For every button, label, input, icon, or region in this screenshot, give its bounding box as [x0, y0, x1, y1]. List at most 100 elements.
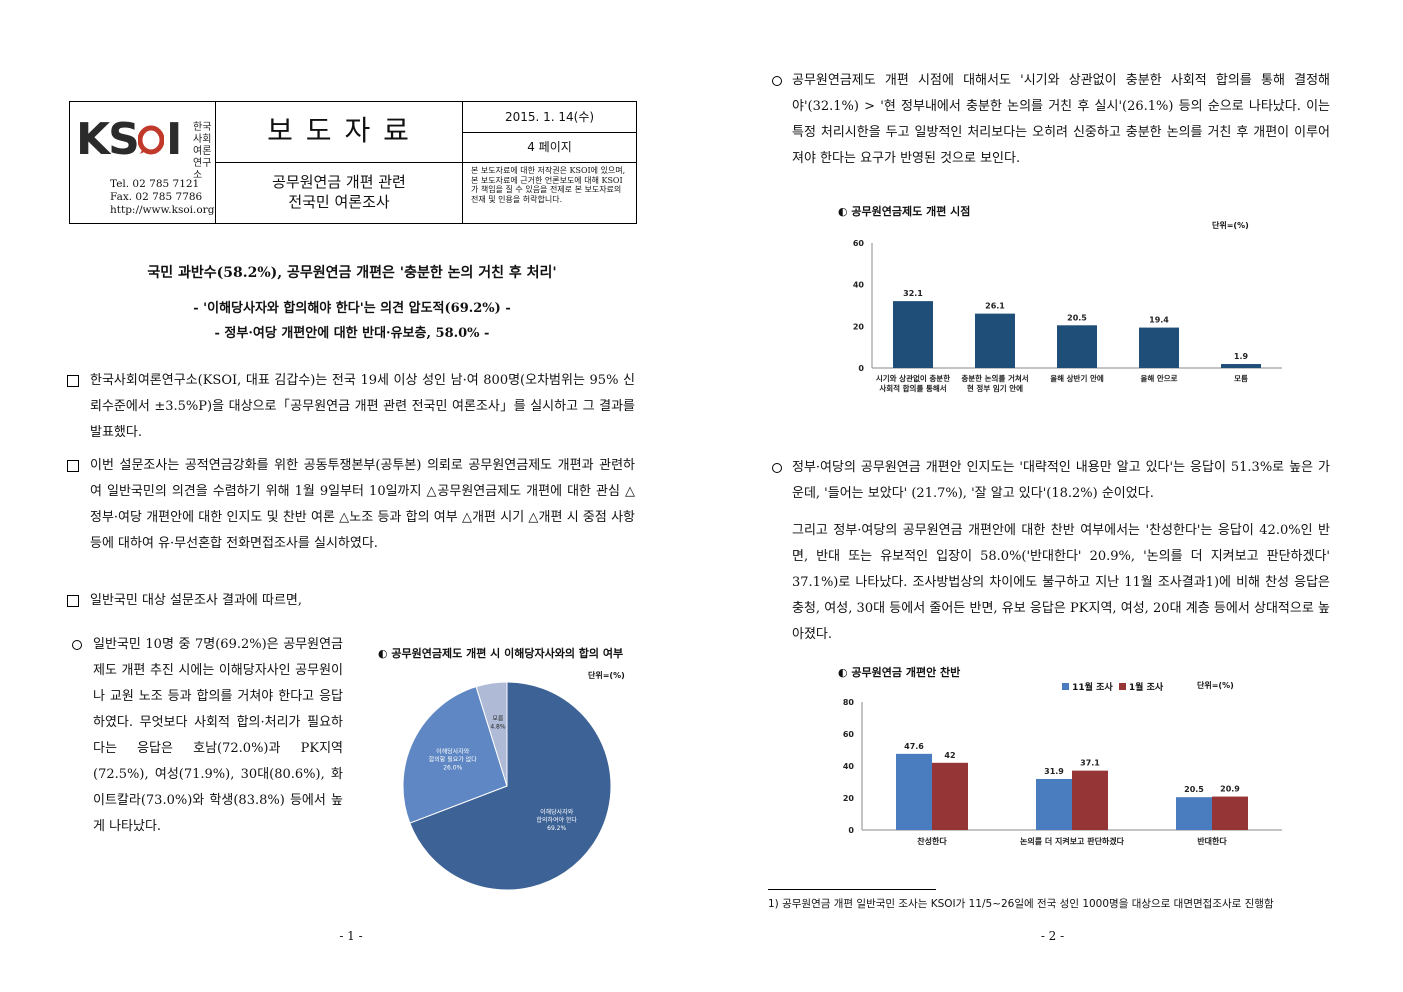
speech-bubble-icon: [137, 125, 165, 155]
bar-value-label: 20.9: [1220, 785, 1240, 794]
y-tick-label: 0: [858, 364, 864, 373]
x-tick-label: 충분한 논의를 거쳐서: [961, 373, 1028, 383]
press-subtitle-1: 공무원연금 개편 관련: [272, 173, 406, 191]
headline-sub-1: - '이해당사자와 합의해야 한다'는 의견 압도적(69.2%) -: [193, 301, 511, 316]
y-tick-label: 20: [843, 794, 855, 803]
bar-value-label: 1.9: [1234, 352, 1249, 361]
chart-legend: 11월 조사 1월 조사: [1062, 680, 1163, 693]
press-header-box: KS I 한국사회 여론 연구소 Tel. 02 785 7121 Fax. 0…: [69, 101, 637, 224]
chart-unit: 단위=(%): [1197, 681, 1234, 690]
y-tick-label: 60: [843, 730, 855, 739]
pie-label: 이해당사자와: [540, 808, 574, 816]
headline-sub-2: - 정부·여당 개편안에 대한 반대·유보층, 58.0% -: [214, 326, 490, 341]
x-tick-label: 논의를 더 지켜보고 판단하겠다: [1020, 836, 1125, 846]
x-tick-label: 올해 상반기 안에: [1050, 373, 1104, 383]
pie-label: 이해당사자와: [436, 748, 470, 756]
legend-label-nov: 11월 조사: [1072, 683, 1113, 693]
bar-value-label: 37.1: [1080, 759, 1100, 768]
square-bullet: [67, 375, 79, 387]
website: http://www.ksoi.org: [110, 204, 215, 216]
logo-cell: KS I 한국사회 여론 연구소 Tel. 02 785 7121 Fax. 0…: [70, 102, 216, 223]
pie-slice: [409, 681, 612, 890]
footnote-divider: [768, 889, 936, 890]
y-tick-label: 20: [853, 322, 865, 331]
date-cell: 2015. 1. 14(수): [463, 102, 636, 133]
bar: [1057, 325, 1097, 368]
copyright-notice: 본 보도자료에 대한 저작권은 KSOI에 있으며, 본 보도자료에 근거한 언…: [471, 166, 626, 204]
bar-value-label: 31.9: [1044, 767, 1064, 776]
pie-label: 합의할 필요가 없다: [429, 756, 477, 764]
tel: Tel. 02 785 7121: [110, 178, 200, 190]
y-tick-label: 40: [853, 281, 865, 290]
paragraph-stakeholder-agreement: 일반국민 10명 중 7명(69.2%)은 공무원연금제도 개편 추진 시에는 …: [93, 637, 343, 834]
page-2: 공무원연금제도 개편 시점에 대해서도 '시기와 상관없이 충분한 사회적 합의…: [702, 0, 1403, 992]
x-tick-label: 시기와 상관없이 충분한: [876, 373, 950, 383]
y-tick-label: 40: [843, 762, 855, 771]
bar: [1212, 796, 1248, 830]
bar: [1176, 797, 1212, 830]
logo-letter-o: [137, 114, 165, 169]
bar-plot: 0 20 40 60 80 47.6 42 찬성한다 31.9 37.1 논의를 더 지켜보고 판단…: [843, 698, 1282, 846]
bar: [1139, 327, 1179, 368]
copyright-notice-cell: 본 보도자료에 대한 저작권은 KSOI에 있으며, 본 보도자료에 근거한 언…: [463, 163, 636, 223]
contact-info: Tel. 02 785 7121 Fax. 02 785 7786 http:/…: [110, 178, 214, 217]
pie-value-label: 26.0%: [443, 765, 462, 772]
y-tick-label: 0: [848, 826, 854, 835]
bar: [1036, 778, 1072, 830]
press-subtitle-2: 전국민 여론조사: [288, 193, 390, 211]
pie-slice: [402, 686, 508, 824]
chart-unit: 단위=(%): [588, 671, 625, 680]
bar-value-label: 32.1: [903, 289, 923, 298]
bar: [893, 301, 933, 368]
pie-slice: [475, 681, 508, 787]
paragraph-results-intro: 일반국민 대상 설문조사 결과에 따르면,: [90, 593, 303, 608]
bar-value-label: 20.5: [1184, 785, 1204, 794]
page-1: KS I 한국사회 여론 연구소 Tel. 02 785 7121 Fax. 0…: [67, 101, 642, 943]
bar-value-label: 19.4: [1149, 316, 1169, 325]
page-number: - 2 -: [1040, 929, 1065, 943]
paragraph-awareness: 정부·여당의 공무원연금 개편안 인지도는 '대략적인 내용만 알고 있다'는 …: [792, 460, 1330, 501]
chart-title: ◐ 공무원연금제도 개편 시점: [838, 205, 971, 218]
paragraph-survey-method: 이번 설문조사는 공적연금강화를 위한 공동투쟁본부(공투본) 의뢰로 공무원연…: [90, 458, 635, 551]
circle-bullet: [72, 640, 82, 650]
press-subtitle-cell: 공무원연금 개편 관련 전국민 여론조사: [216, 163, 463, 223]
pie-value-label: 69.2%: [547, 825, 566, 832]
square-bullet: [67, 460, 79, 472]
bar-value-label: 20.5: [1067, 313, 1087, 322]
circle-bullet: [772, 76, 782, 86]
bar: [932, 762, 968, 830]
paragraph-reform-timing: 공무원연금제도 개편 시점에 대해서도 '시기와 상관없이 충분한 사회적 합의…: [792, 73, 1330, 166]
bar: [1072, 770, 1108, 830]
pie-label: 모름: [492, 715, 504, 722]
bar: [1221, 364, 1261, 368]
x-tick-label: 모름: [1234, 373, 1248, 383]
headline-main: 국민 과반수(58.2%), 공무원연금 개편은 '충분한 논의 거친 후 처리…: [147, 265, 557, 281]
page-count: 4 페이지: [527, 140, 572, 154]
legend-label-jan: 1월 조사: [1128, 683, 1164, 693]
x-tick-label: 올해 안으로: [1140, 373, 1177, 383]
x-tick-label: 사회적 합의를 통해서: [879, 383, 946, 393]
bar: [975, 313, 1015, 368]
square-bullet: [67, 595, 79, 607]
bar-chart-reform-timing: ◐ 공무원연금제도 개편 시점 단위=(%) 0 20 40 60 32.1 시기와 상관…: [832, 198, 1292, 403]
paragraph-survey-intro: 한국사회여론연구소(KSOI, 대표 김갑수)는 전국 19세 이상 성인 남·…: [90, 373, 635, 440]
ksoi-logo: KS: [76, 114, 140, 165]
chart-unit: 단위=(%): [1212, 221, 1249, 230]
bar-chart-approval: ◐ 공무원연금 개편안 찬반 11월 조사 1월 조사 단위=(%) 0 20 40…: [832, 660, 1292, 860]
page-number: - 1 -: [339, 929, 363, 943]
chart-title: ◐ 공무원연금 개편안 찬반: [838, 666, 961, 679]
y-tick-label: 60: [853, 239, 865, 248]
bar-value-label: 47.6: [904, 742, 924, 751]
bar-value-label: 26.1: [985, 302, 1005, 311]
x-tick-label: 반대한다: [1197, 836, 1227, 846]
release-date: 2015. 1. 14(수): [504, 110, 595, 124]
circle-bullet: [772, 463, 782, 473]
y-tick-label: 80: [843, 698, 855, 707]
pie-chart-stakeholder: ◐ 공무원연금제도 개편 시 이해당자사와의 합의 여부 단위=(%) 이해당사…: [372, 640, 642, 890]
page-count-cell: 4 페이지: [463, 133, 636, 163]
press-title-cell: 보 도 자 료: [216, 102, 463, 163]
logo-letter-i: I: [166, 114, 183, 165]
fax: Fax. 02 785 7786: [110, 191, 203, 203]
